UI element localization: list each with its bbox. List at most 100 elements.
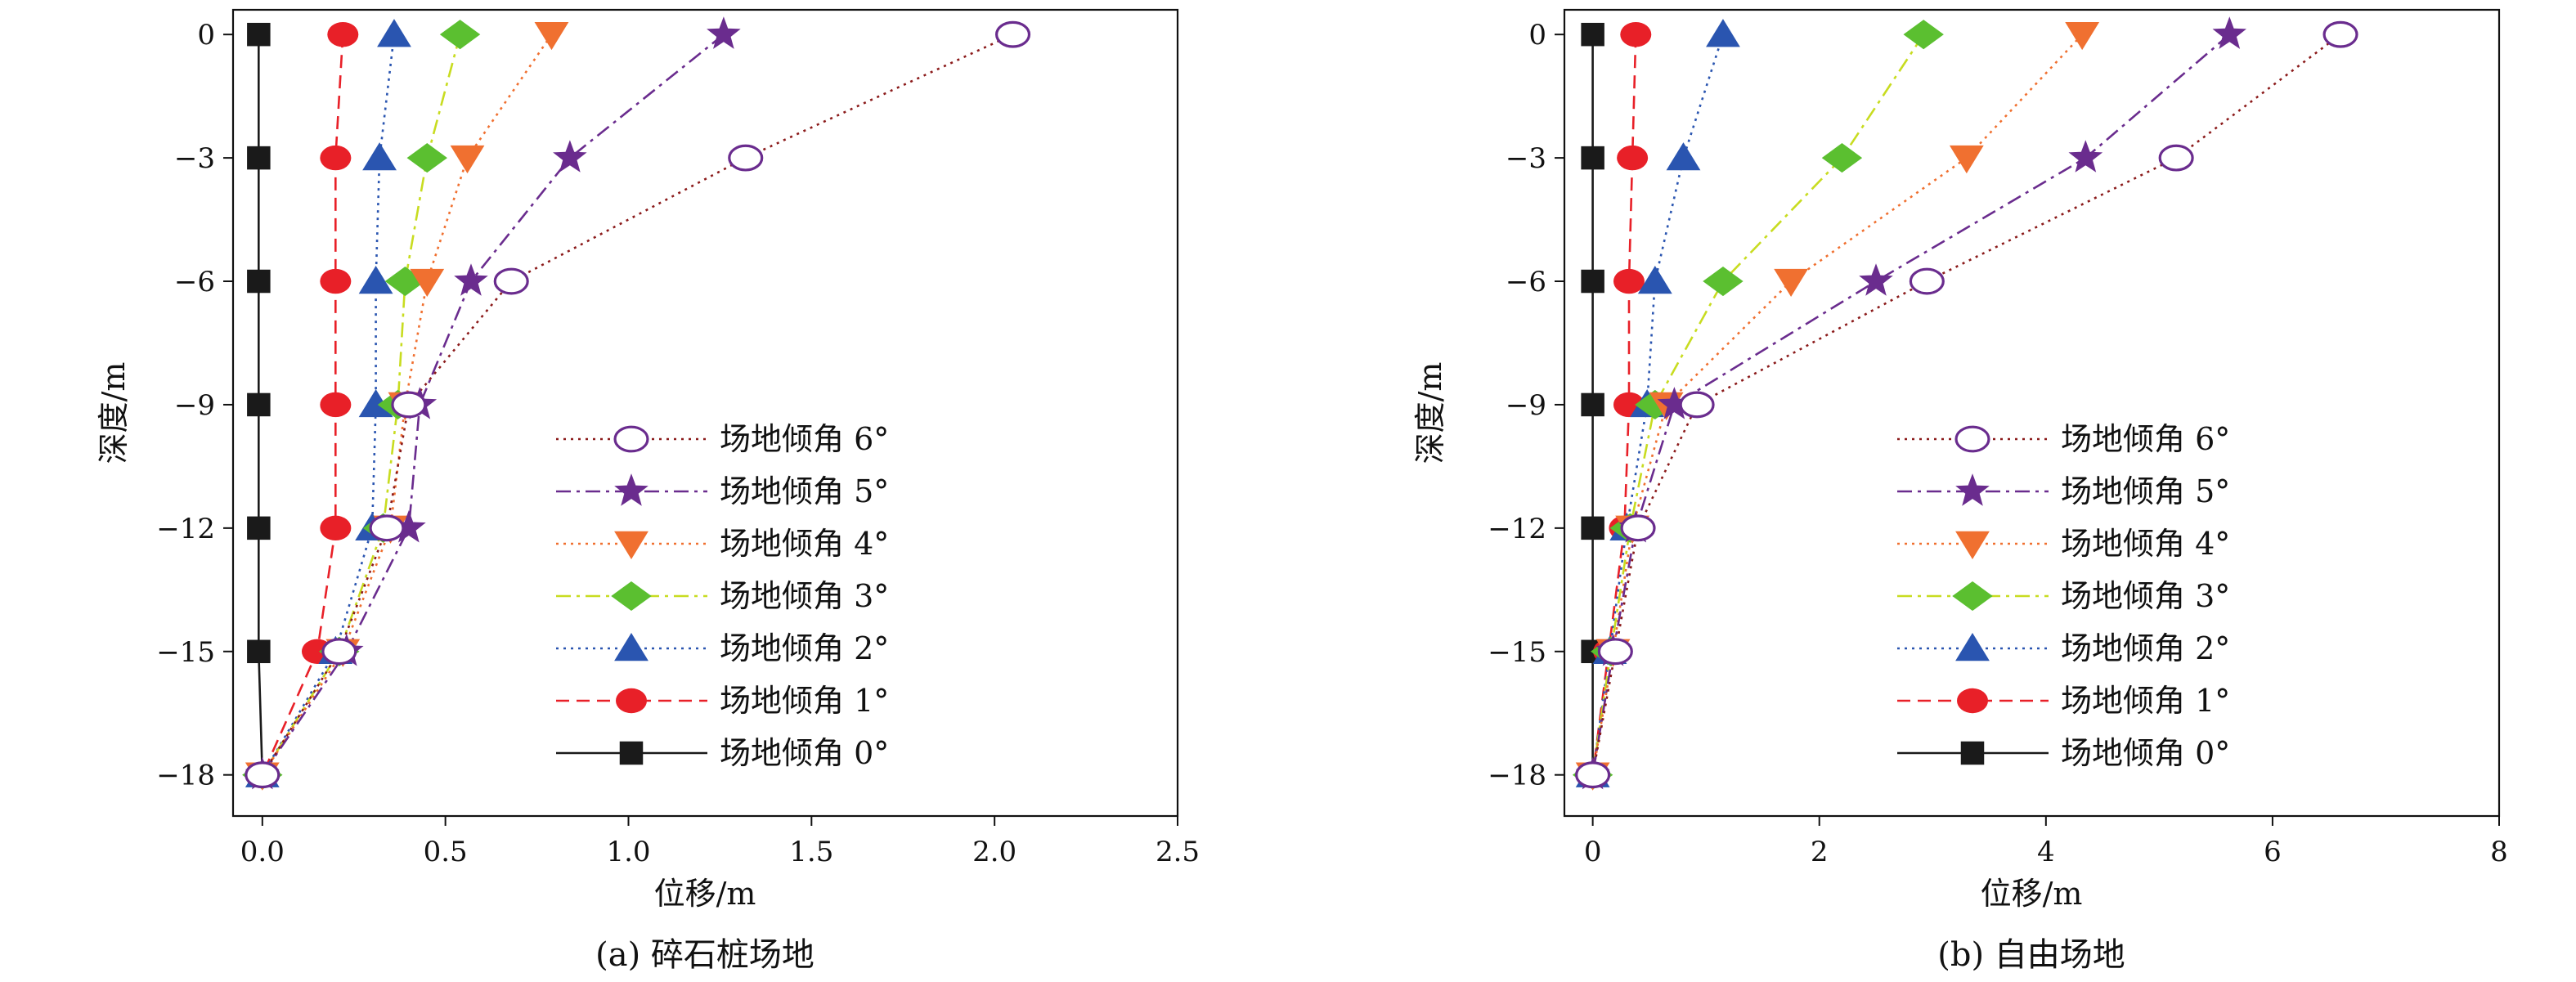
data-point (1703, 266, 1744, 297)
data-point (247, 516, 271, 540)
data-point (1581, 269, 1604, 294)
legend-label: 场地倾角 2° (720, 630, 889, 666)
data-point (320, 268, 352, 294)
data-point (321, 638, 357, 666)
legend-marker (1954, 425, 1990, 453)
legend-marker (1957, 688, 1988, 714)
data-point (320, 515, 352, 541)
data-point (1949, 145, 1984, 174)
data-point (1617, 145, 1649, 171)
x-tick-label: 0.5 (424, 836, 468, 868)
legend-marker (616, 688, 647, 714)
x-tick-label: 0 (1584, 836, 1602, 868)
data-point (1581, 516, 1604, 540)
y-tick-label: −9 (174, 389, 215, 422)
data-point (1859, 263, 1893, 296)
legend-label: 场地倾角 3° (720, 578, 889, 614)
y-tick-label: −12 (1488, 513, 1546, 545)
y-tick-label: −6 (174, 266, 215, 298)
data-point (1657, 387, 1692, 419)
y-tick-label: −6 (1506, 266, 1546, 298)
data-point (320, 145, 352, 171)
data-point (994, 20, 1031, 48)
legend-label: 场地倾角 5° (2061, 473, 2230, 509)
y-tick-label: 0 (197, 19, 215, 52)
data-point (553, 140, 587, 173)
legend-label: 场地倾角 0° (720, 735, 889, 771)
data-point (1575, 761, 1611, 789)
data-point (2322, 20, 2358, 48)
data-point (247, 146, 271, 170)
data-point (1620, 514, 1656, 542)
data-point (1774, 268, 1808, 298)
legend-label: 场地倾角 4° (720, 526, 889, 562)
data-point (2158, 144, 2194, 172)
legend-marker (614, 473, 648, 506)
data-point (450, 145, 485, 174)
data-point (362, 142, 397, 171)
legend: 场地倾角 6° 场地倾角 5° 场地倾角 4° 场地倾角 3° 场地倾角 2° 场地倾角 … (1897, 421, 2230, 771)
data-point (391, 391, 427, 419)
legend: 场地倾角 6° 场地倾角 5° 场地倾角 4° 场地倾角 3° 场地倾角 2° 场地倾角 … (556, 421, 889, 771)
legend-label: 场地倾角 3° (2061, 578, 2230, 614)
legend-marker (1952, 581, 1993, 612)
data-point (384, 266, 426, 297)
legend-marker (611, 581, 652, 612)
data-point (728, 144, 764, 172)
data-point (369, 514, 405, 542)
x-axis-label: 位移/m (654, 876, 756, 912)
data-point (406, 143, 447, 173)
legend-marker (619, 741, 644, 765)
legend-label: 场地倾角 2° (2061, 630, 2230, 666)
data-point (410, 268, 445, 298)
panel-caption: (a) 碎石桩场地 (595, 936, 815, 974)
legend-marker (1955, 531, 1990, 559)
x-tick-label: 1.0 (606, 836, 650, 868)
legend-marker (1955, 473, 1990, 506)
legend-label: 场地倾角 5° (720, 473, 889, 509)
data-point (1581, 22, 1604, 47)
y-tick-label: −15 (1488, 636, 1546, 669)
x-tick-label: 0.0 (240, 836, 285, 868)
plot-frame (231, 8, 1179, 818)
legend-marker (613, 425, 649, 453)
x-tick-label: 1.5 (789, 836, 833, 868)
data-point (1679, 391, 1715, 419)
data-point (1909, 267, 1945, 295)
data-point (2212, 16, 2246, 49)
data-point (247, 639, 271, 664)
data-point (1597, 638, 1633, 666)
legend-marker (1955, 633, 1990, 661)
data-point (1581, 392, 1604, 417)
data-point (454, 263, 488, 296)
y-tick-label: 0 (1528, 19, 1546, 52)
x-tick-label: 2.5 (1156, 836, 1200, 868)
data-point (1637, 266, 1672, 294)
data-point (1666, 142, 1701, 171)
y-tick-label: −15 (156, 636, 215, 669)
legend-label: 场地倾角 6° (720, 421, 889, 457)
data-point (245, 761, 280, 789)
data-point (439, 20, 481, 50)
y-axis-label: 深度/m (96, 362, 132, 464)
legend-label: 场地倾角 4° (2061, 526, 2230, 562)
y-tick-label: −3 (1506, 142, 1546, 175)
chart-panel-a: 0.0 0.5 1.0 1.5 2.0 2.5 0 −3 −6 −9 −12 −15 −18 位移/m 深度… (96, 8, 1200, 974)
y-tick-label: −3 (174, 142, 215, 175)
y-tick-label: −12 (156, 513, 215, 545)
plot-frame (1563, 8, 2501, 818)
legend-label: 场地倾角 1° (2061, 683, 2230, 719)
legend-marker (1960, 741, 1985, 765)
data-point (358, 266, 393, 294)
data-point (1903, 20, 1944, 50)
y-tick-label: −9 (1506, 389, 1546, 422)
data-point (1635, 389, 1676, 419)
data-point (1821, 143, 1863, 173)
data-point (247, 392, 271, 417)
x-tick-label: 6 (2264, 836, 2282, 868)
legend-label: 场地倾角 6° (2061, 421, 2230, 457)
data-point (320, 392, 352, 418)
y-tick-label: −18 (156, 760, 215, 792)
data-point (493, 267, 529, 295)
